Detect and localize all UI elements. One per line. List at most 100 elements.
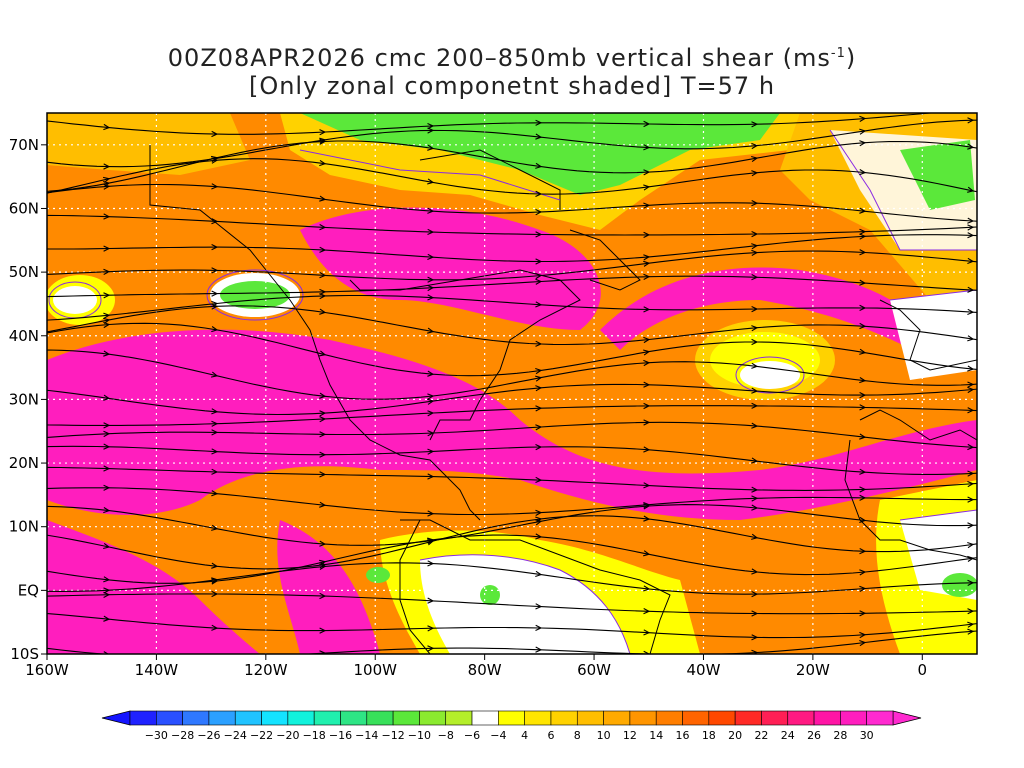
streamline-arrow-77 xyxy=(751,249,759,256)
streamline-30 xyxy=(47,158,977,195)
streamline-arrow-36 xyxy=(643,184,651,191)
streamline-arrow-154 xyxy=(427,430,435,437)
streamline-arrow-249 xyxy=(967,621,975,628)
colorbar-label-8: −14 xyxy=(355,729,378,742)
streamline-arrow-79 xyxy=(967,257,975,265)
streamline-arrow-163 xyxy=(319,451,327,458)
streamline-arrow-216 xyxy=(643,550,651,557)
streamline-130 xyxy=(47,383,977,416)
colorbar-box-3 xyxy=(208,710,236,726)
map-frame xyxy=(46,112,978,655)
streamline-arrow-252 xyxy=(212,655,217,660)
streamline-arrow-193 xyxy=(319,540,327,547)
streamline-arrow-49 xyxy=(967,217,975,224)
lon-tick-label-4: 80W xyxy=(468,661,502,679)
colorbar: −30 −28 −26 −24 −22 −20 −18 −16 −14 −12 −10 −8 −6 −4 4… xyxy=(101,710,922,742)
streamline-arrow-4 xyxy=(427,122,435,130)
streamline-arrow-17 xyxy=(751,142,759,150)
streamline-arrow-133 xyxy=(319,410,327,417)
lat-tick-label-0: 10S xyxy=(10,645,39,663)
streamline-arrow-185 xyxy=(535,509,543,516)
streamline-arrow-37 xyxy=(751,170,759,177)
streamline-140 xyxy=(47,405,977,426)
streamline-arrow-128 xyxy=(859,377,867,384)
colorbar-label-27: 30 xyxy=(860,729,874,742)
lat-lon-grid xyxy=(47,113,977,654)
colorbar-label-4: −22 xyxy=(250,729,273,742)
colorbar-box-1 xyxy=(156,710,183,726)
lat-tick-label-1: EQ xyxy=(18,581,39,599)
streamline-10 xyxy=(47,119,977,168)
streamline-arrow-97 xyxy=(751,306,759,313)
colorbar-label-11: −8 xyxy=(438,729,454,742)
streamline-arrow-18 xyxy=(859,128,867,135)
streamline-arrow-63 xyxy=(319,246,327,253)
streamline-arrow-202 xyxy=(211,562,219,569)
streamline-arrow-236 xyxy=(643,608,651,615)
streamline-arrow-246 xyxy=(643,629,651,636)
colorbar-box-21 xyxy=(682,710,710,726)
streamline-arrow-137 xyxy=(751,387,759,394)
lat-tick-label-7: 60N xyxy=(9,199,39,217)
colorbar-box-9 xyxy=(366,710,394,726)
streamline-arrow-191 xyxy=(103,507,111,514)
lon-tick-label-1: 140W xyxy=(135,661,179,679)
streamline-arrow-75 xyxy=(535,272,543,280)
streamline-arrow-23 xyxy=(319,138,327,145)
streamline-arrow-62 xyxy=(211,244,219,251)
streamline-arrow-172 xyxy=(211,468,219,475)
streamline-250 xyxy=(47,630,977,654)
lat-tick-label-8: 70N xyxy=(9,136,39,154)
lat-tick-label-6: 50N xyxy=(9,263,39,281)
streamline-50 xyxy=(47,214,977,236)
colorbar-label-2: −26 xyxy=(197,729,220,742)
streamline-arrow-15 xyxy=(535,133,543,140)
streamline-arrow-242 xyxy=(211,624,219,631)
colorbar-label-10: −10 xyxy=(408,729,431,742)
latitude-labels: 10S EQ 10N 20N 30N 40N 50N 60N 70N xyxy=(9,136,47,663)
streamline-arrow-248 xyxy=(859,631,867,639)
streamline-arrow-65 xyxy=(535,258,543,265)
colorbar-label-24: 24 xyxy=(781,729,795,742)
streamline-arrow-28 xyxy=(859,140,867,147)
streamline-arrow-44 xyxy=(427,207,435,214)
streamline-arrow-39 xyxy=(967,186,975,193)
colorbar-label-6: −18 xyxy=(303,729,326,742)
streamline-arrow-237 xyxy=(751,610,759,617)
streamline-arrow-144 xyxy=(427,410,435,417)
streamline-arrow-258 xyxy=(859,639,867,647)
streamline-arrow-43 xyxy=(319,195,327,202)
streamline-arrow-55 xyxy=(535,231,543,238)
streamline-arrow-115 xyxy=(535,367,543,375)
streamline-arrow-92 xyxy=(211,300,219,308)
streamline-arrow-241 xyxy=(103,615,111,622)
streamline-arrow-183 xyxy=(319,501,327,508)
streamline-arrow-76 xyxy=(643,260,651,267)
streamline-arrow-103 xyxy=(319,308,327,315)
streamline-arrow-32 xyxy=(211,157,219,164)
streamline-80 xyxy=(47,275,977,298)
colorbar-box-23 xyxy=(734,710,762,726)
streamline-arrow-106 xyxy=(643,336,651,344)
map-title-line-2: [Only zonal componetnt shaded] T=57 h xyxy=(248,72,776,100)
streamline-arrow-139 xyxy=(967,386,975,394)
colorbar-label-3: −24 xyxy=(224,729,247,742)
streamline-arrow-87 xyxy=(751,274,759,281)
streamline-arrow-61 xyxy=(103,245,111,252)
streamline-arrow-217 xyxy=(751,568,759,575)
streamline-220 xyxy=(47,562,977,595)
colorbar-label-1: −28 xyxy=(171,729,194,742)
colorbar-label-22: 20 xyxy=(728,729,742,742)
streamline-arrow-247 xyxy=(751,634,759,641)
streamline-arrow-196 xyxy=(643,503,651,510)
streamline-arrow-117 xyxy=(751,338,759,346)
streamline-arrow-91 xyxy=(103,312,111,319)
colorbar-box-4 xyxy=(234,710,262,726)
streamline-arrow-145 xyxy=(535,405,543,412)
streamline-arrow-132 xyxy=(211,408,219,415)
streamlines xyxy=(47,113,977,660)
streamline-70 xyxy=(47,250,977,281)
streamline-arrow-226 xyxy=(643,585,651,592)
streamline-arrow-58 xyxy=(859,228,867,235)
streamline-arrow-107 xyxy=(751,325,759,332)
